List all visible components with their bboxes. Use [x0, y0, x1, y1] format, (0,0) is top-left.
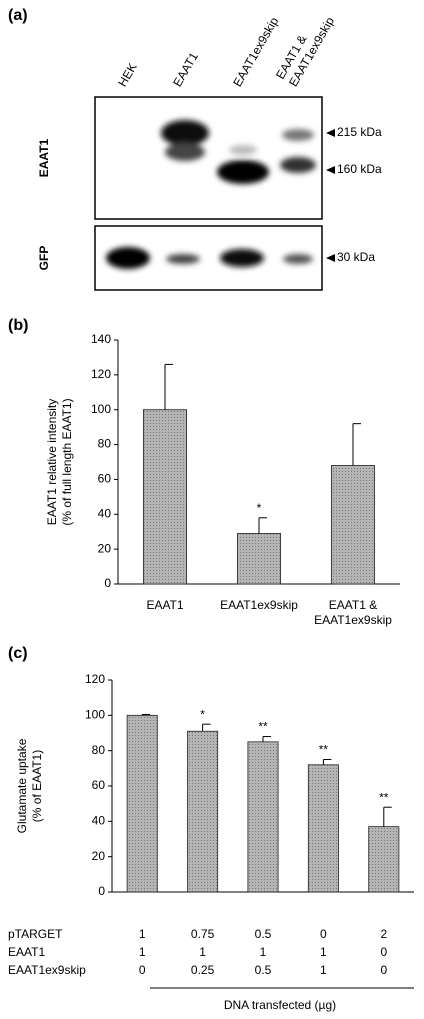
- table-cell: 0: [139, 963, 146, 977]
- lane-label: EAAT1: [170, 50, 201, 89]
- y-tick-label: 0: [104, 576, 111, 590]
- significance: **: [379, 790, 389, 804]
- blot-frame: [95, 97, 322, 219]
- marker-arrow: [326, 166, 335, 174]
- y-tick-label: 80: [98, 437, 112, 451]
- table-cell: 0.75: [191, 927, 215, 941]
- y-tick-label: 40: [98, 506, 112, 520]
- table-cell: 0.5: [255, 963, 272, 977]
- y-tick-label: 100: [85, 708, 105, 722]
- y-tick-label: 60: [98, 472, 112, 486]
- significance: *: [257, 501, 262, 515]
- bar: [331, 465, 374, 584]
- table-cell: 1: [260, 945, 267, 959]
- row-label: GFP: [37, 246, 51, 271]
- bar: [127, 715, 157, 892]
- y-tick-label: 120: [85, 672, 105, 686]
- y-tick-label: 60: [92, 778, 106, 792]
- significance: **: [258, 720, 268, 734]
- table-cell: 0.25: [191, 963, 215, 977]
- panel-label: (a): [8, 7, 28, 24]
- table-cell: 1: [139, 945, 146, 959]
- y-axis-label: Glutamate uptake(% of EAAT1): [15, 738, 44, 833]
- bar: [188, 731, 218, 892]
- table-cell: 0: [380, 945, 387, 959]
- row-label: EAAT1: [8, 945, 45, 959]
- bar: [308, 765, 338, 892]
- y-tick-label: 80: [92, 743, 106, 757]
- lane-label: EAAT1ex9skip: [230, 14, 281, 89]
- x-tick-label: EAAT1ex9skip: [220, 598, 298, 612]
- marker-label: 30 kDa: [337, 250, 375, 264]
- marker-label: 215 kDa: [337, 125, 382, 139]
- marker-arrow: [326, 129, 335, 137]
- y-tick-label: 20: [92, 849, 106, 863]
- page: {"blot": {"panel": "(a)", "lanes": ["HEK…: [0, 0, 424, 1019]
- bar: [237, 533, 280, 584]
- table-cell: 2: [380, 927, 387, 941]
- y-tick-label: 0: [98, 884, 105, 898]
- y-tick-label: 100: [91, 402, 111, 416]
- marker-label: 160 kDa: [337, 162, 382, 176]
- bar: [143, 410, 186, 584]
- table-cell: 1: [320, 945, 327, 959]
- table-cell: 0: [320, 927, 327, 941]
- y-tick-label: 20: [98, 541, 112, 555]
- y-tick-label: 120: [91, 367, 111, 381]
- figure: (a) HEKEAAT1EAAT1ex9skipEAAT1 &EAAT1ex9s…: [0, 0, 424, 1019]
- x-tick-label: EAAT1: [146, 598, 183, 612]
- significance: **: [319, 743, 329, 757]
- table-cell: 1: [320, 963, 327, 977]
- y-axis-label: EAAT1 relative intensity(% of full lengt…: [45, 398, 74, 525]
- significance: *: [200, 707, 205, 721]
- x-tick-label: EAAT1 &EAAT1ex9skip: [314, 598, 392, 627]
- table-cell: 1: [139, 927, 146, 941]
- row-label: EAAT1: [37, 138, 51, 177]
- table-cell: 1: [199, 945, 206, 959]
- x-axis-label: DNA transfected (µg): [224, 998, 336, 1012]
- bar: [248, 742, 278, 892]
- bar: [369, 827, 399, 892]
- y-tick-label: 40: [92, 814, 106, 828]
- y-tick-label: 140: [91, 332, 111, 346]
- panel-label: (c): [8, 645, 28, 662]
- row-label: pTARGET: [8, 927, 63, 941]
- table-cell: 0.5: [255, 927, 272, 941]
- row-label: EAAT1ex9skip: [8, 963, 86, 977]
- lane-label: HEK: [115, 61, 139, 89]
- marker-arrow: [326, 254, 335, 262]
- panel-label: (b): [8, 317, 28, 334]
- table-cell: 0: [380, 963, 387, 977]
- lane-label: EAAT1 &EAAT1ex9skip: [273, 7, 337, 89]
